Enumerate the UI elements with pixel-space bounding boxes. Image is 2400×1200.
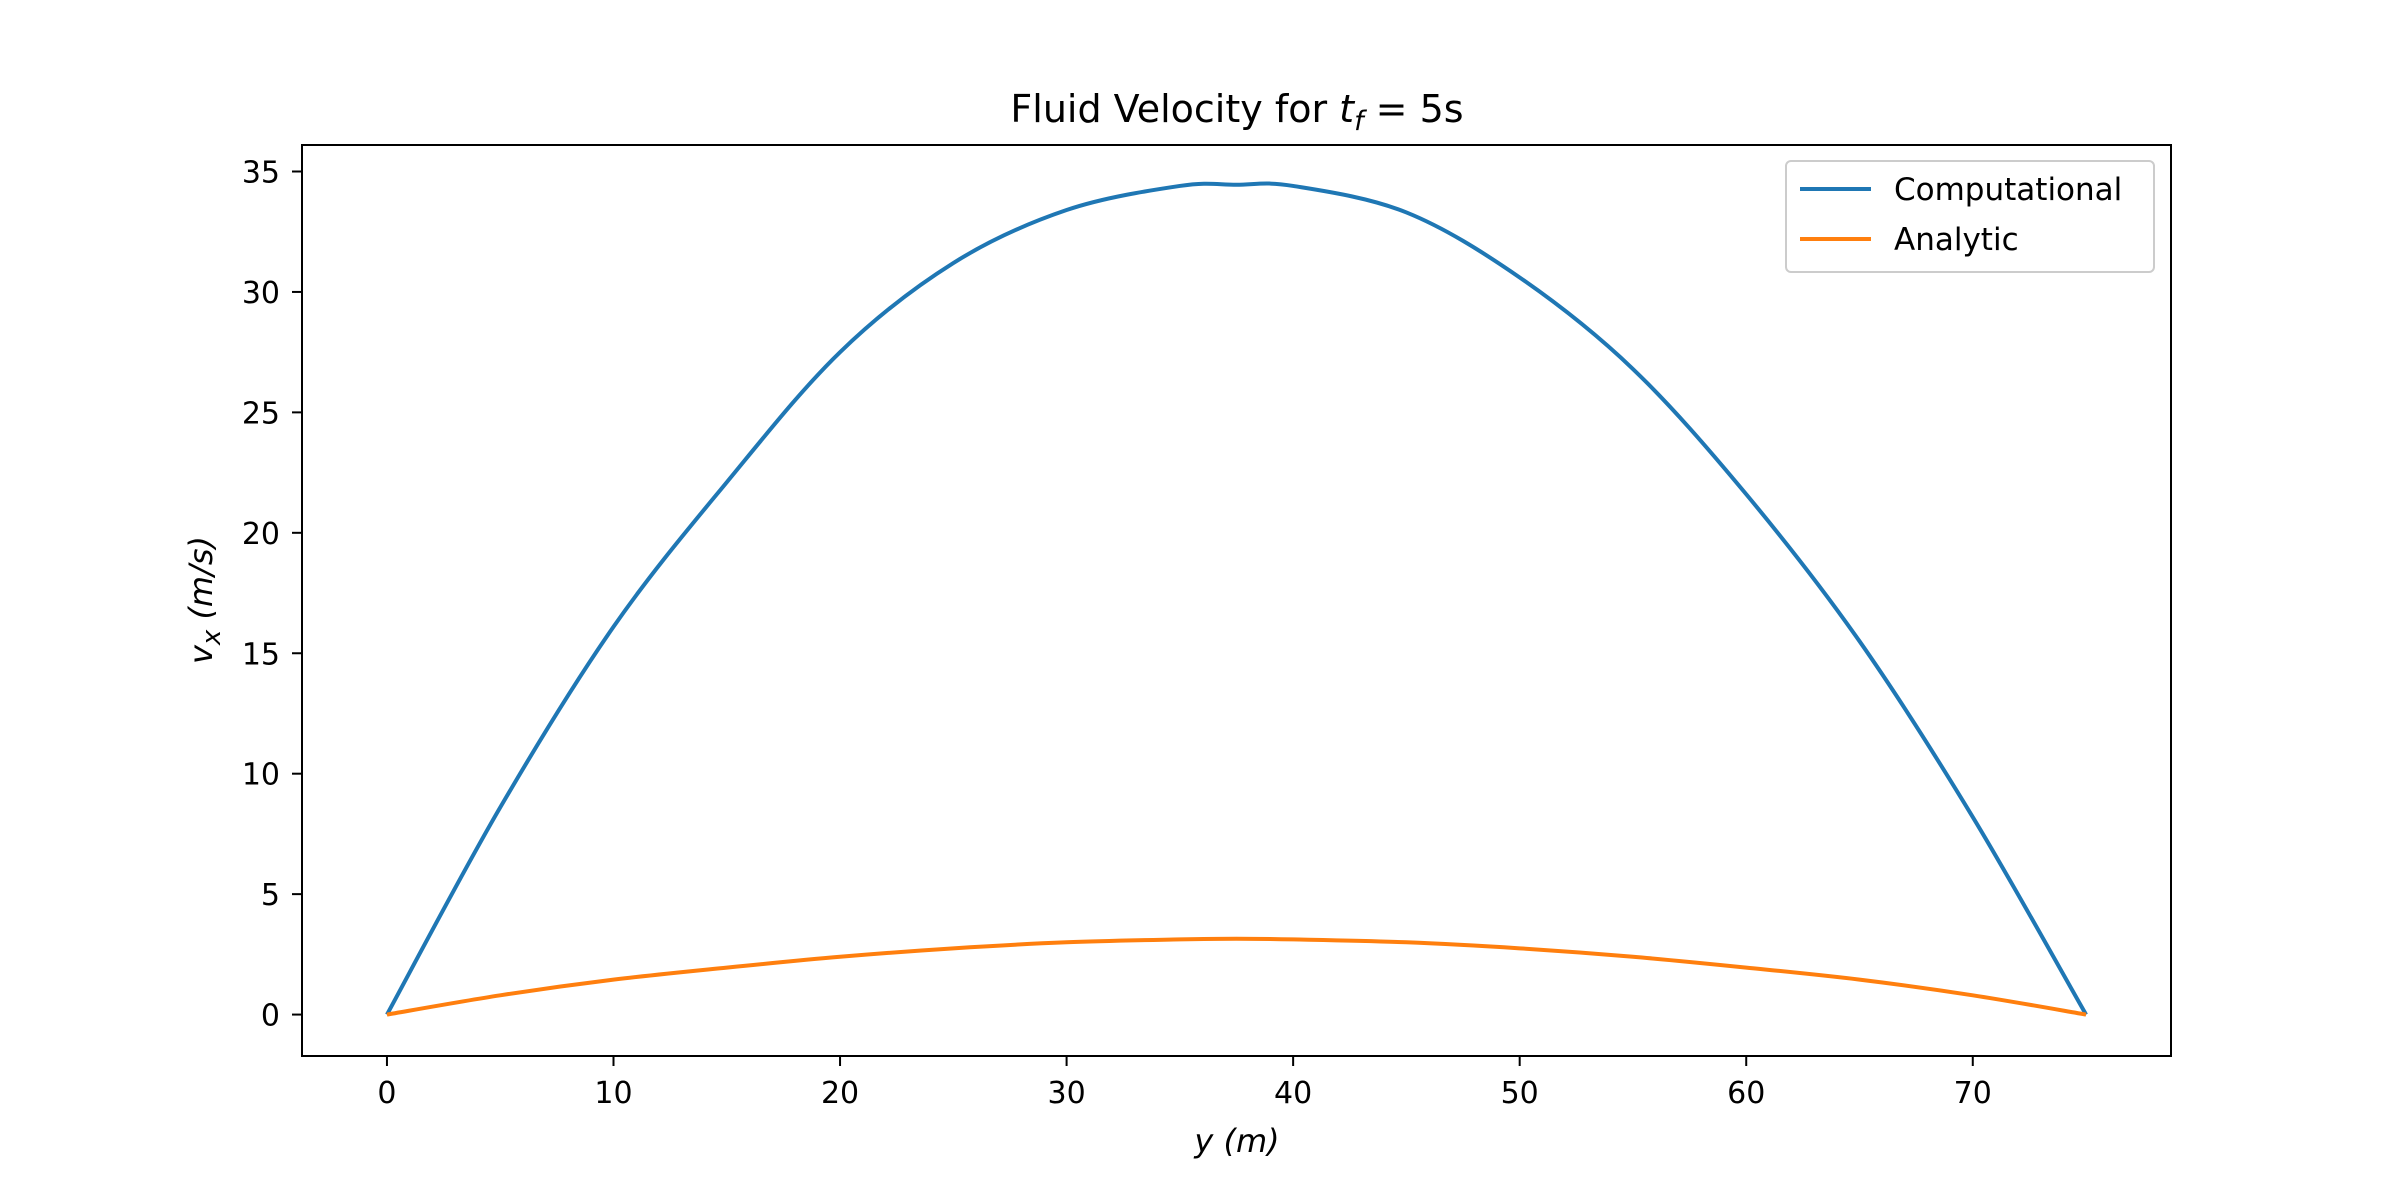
y-axis-label: vx (m/s) — [182, 536, 227, 664]
y-tick-label: 5 — [261, 878, 280, 913]
x-tick-label: 50 — [1501, 1076, 1539, 1111]
x-tick-label: 40 — [1274, 1076, 1312, 1111]
legend: Computational Analytic — [1785, 160, 2155, 273]
x-axis-ticks: 0 10 20 30 40 50 60 70 — [377, 1056, 1992, 1111]
y-tick-label: 30 — [242, 276, 280, 311]
y-tick-label: 15 — [242, 637, 280, 672]
x-tick-label: 10 — [594, 1076, 632, 1111]
x-axis-label: y (m) — [1193, 1122, 1279, 1160]
series-line-analytic — [386, 936, 2087, 1017]
y-tick-label: 35 — [242, 155, 280, 190]
y-tick-label: 0 — [261, 999, 280, 1034]
y-tick-label: 20 — [242, 517, 280, 552]
x-tick-label: 30 — [1047, 1076, 1085, 1111]
x-tick-label: 20 — [821, 1076, 859, 1111]
plot-frame — [301, 144, 2172, 1057]
y-tick-label: 10 — [242, 758, 280, 793]
y-axis-ticks: 0 5 10 15 20 25 30 35 — [242, 155, 302, 1034]
legend-box — [1785, 160, 2155, 273]
x-tick-label: 0 — [377, 1076, 396, 1111]
series-layer — [385, 181, 2088, 1017]
chart-title: Fluid Velocity for tf = 5s — [1010, 87, 1463, 137]
legend-label-computational: Computational — [1894, 172, 2122, 208]
x-tick-label: 60 — [1727, 1076, 1765, 1111]
legend-label-analytic: Analytic — [1894, 222, 2019, 258]
x-tick-label: 70 — [1954, 1076, 1992, 1111]
y-tick-label: 25 — [242, 396, 280, 431]
series-line-computational — [385, 181, 2088, 1016]
